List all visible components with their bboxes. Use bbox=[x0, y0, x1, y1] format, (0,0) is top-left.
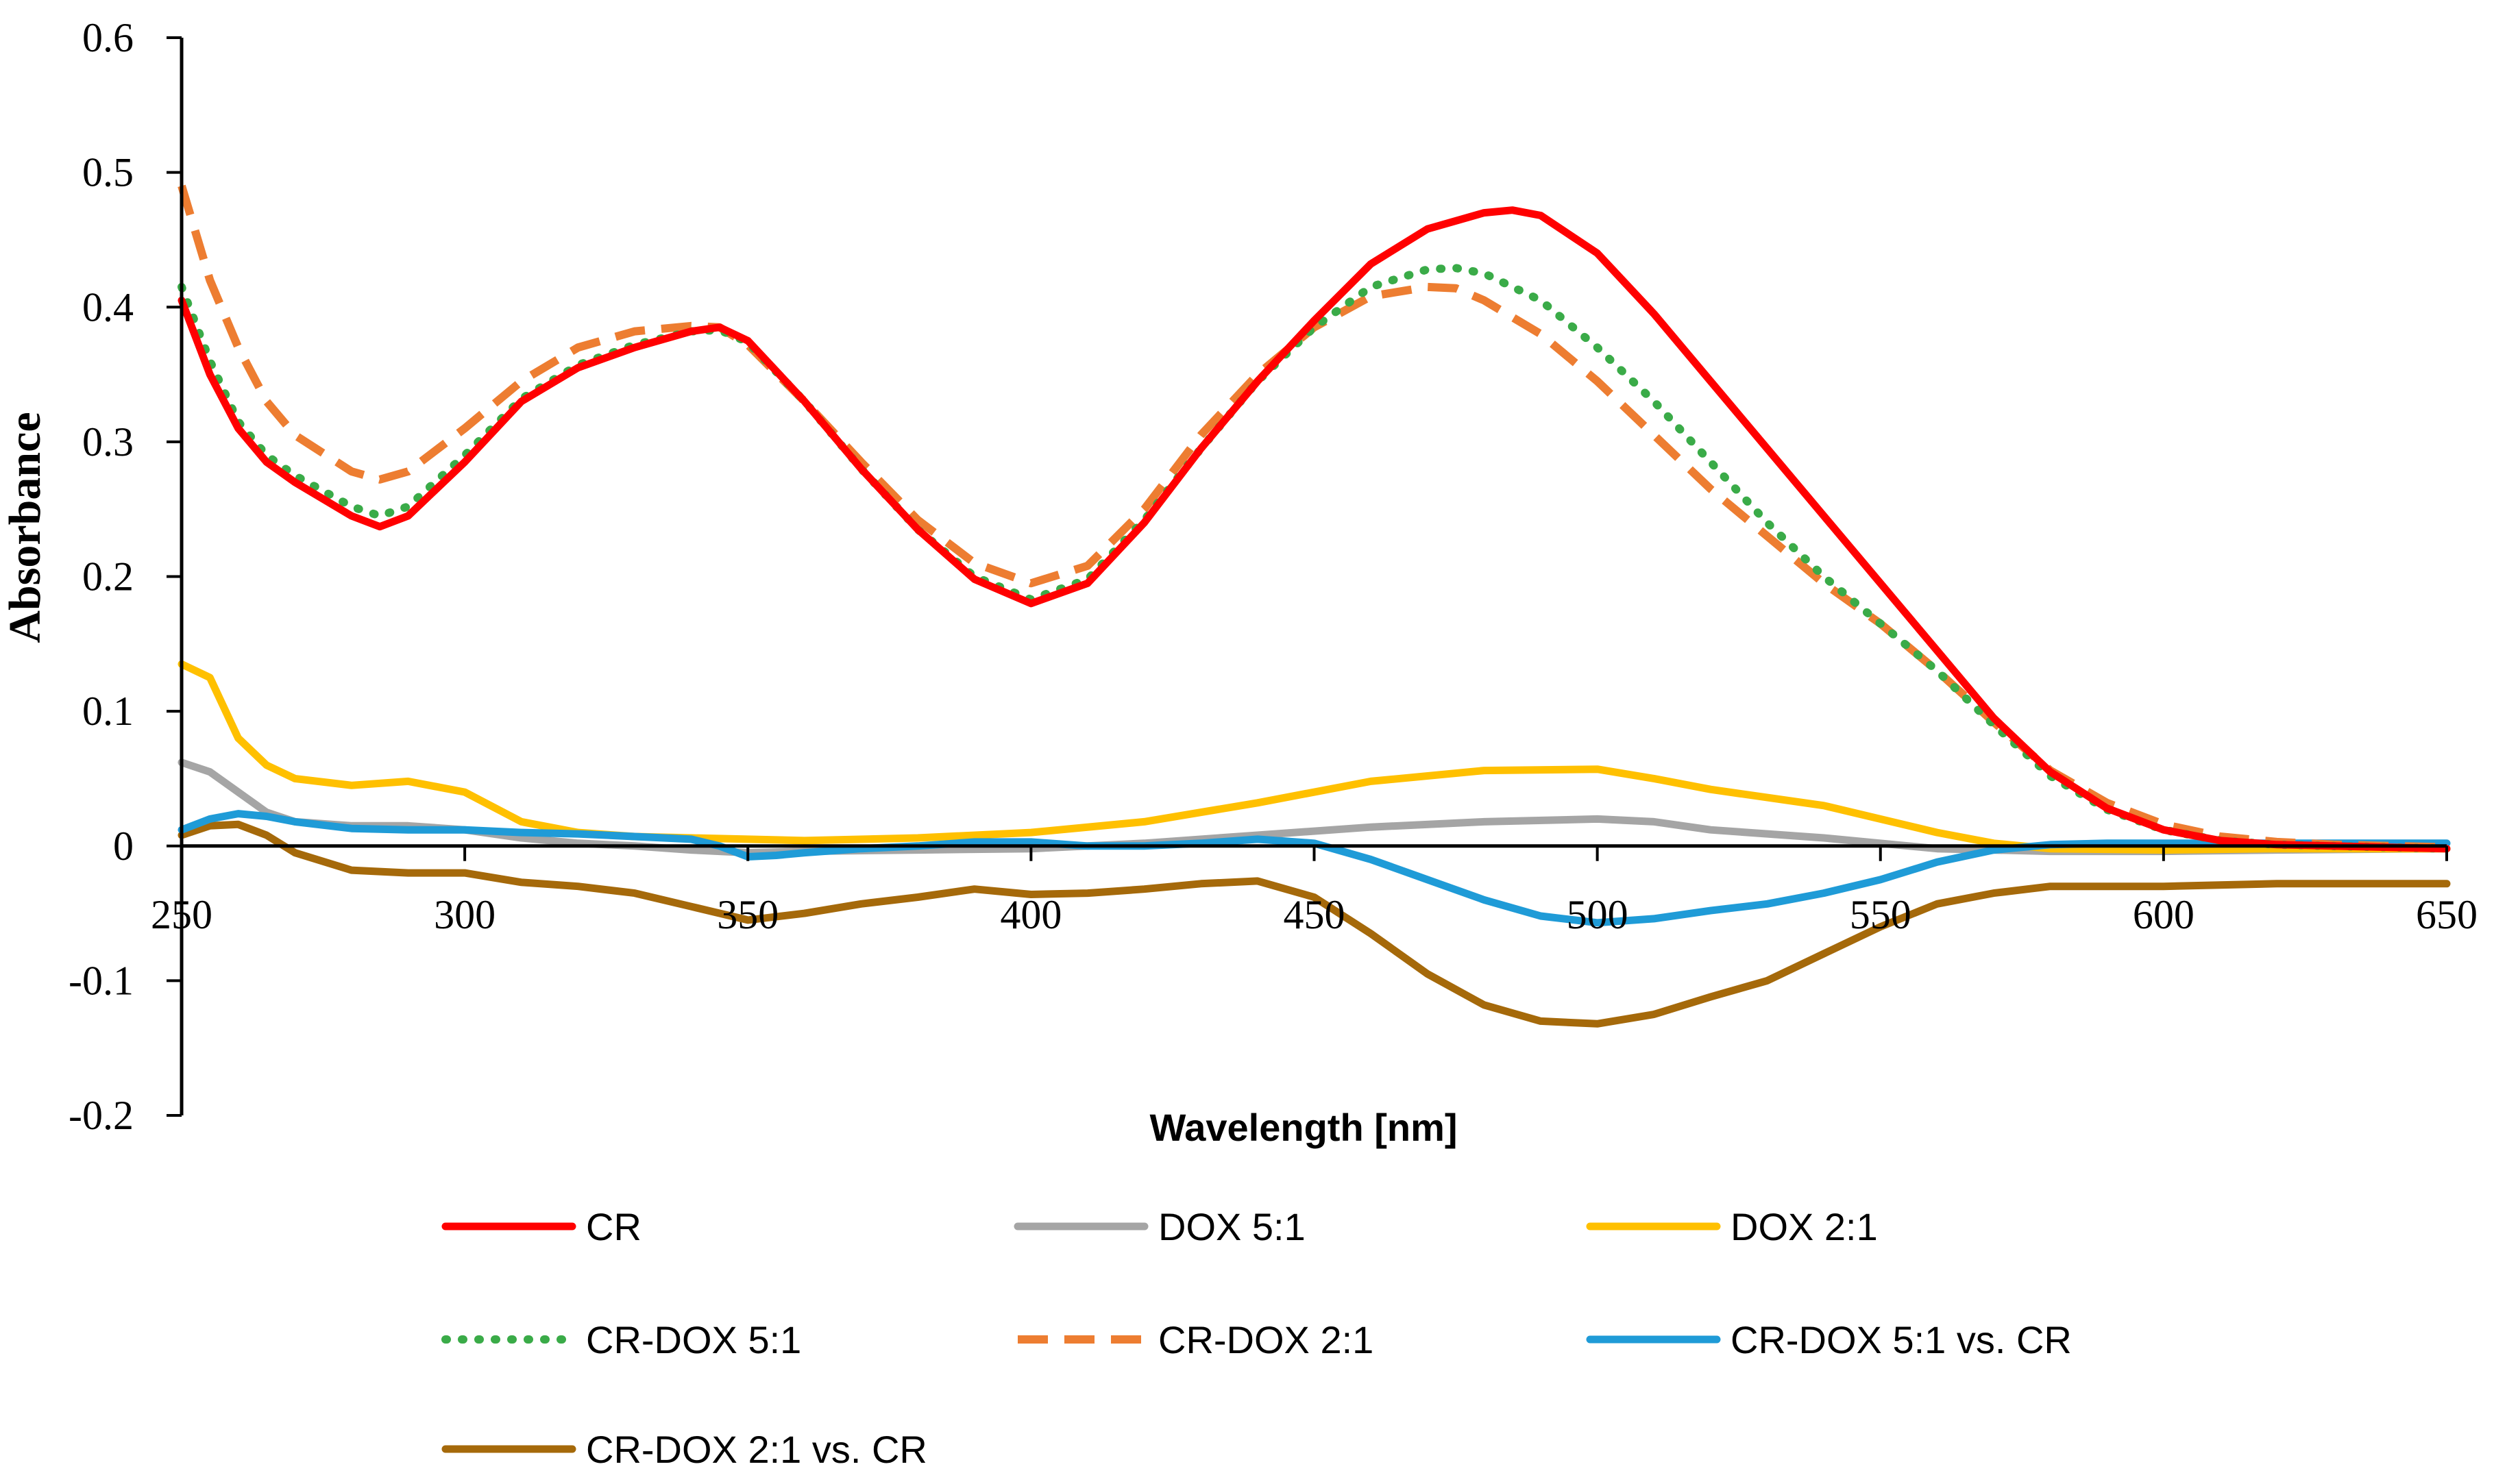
x-tick-label: 500 bbox=[1567, 892, 1628, 937]
x-tick-label: 300 bbox=[434, 892, 496, 937]
legend-item-cr[interactable]: CR bbox=[441, 1205, 641, 1248]
y-tick-label: 0.1 bbox=[82, 689, 134, 734]
legend-label: CR-DOX 5:1 bbox=[586, 1318, 801, 1361]
y-tick-label: 0.5 bbox=[82, 150, 134, 195]
legend-label: CR-DOX 5:1 vs. CR bbox=[1731, 1318, 2072, 1361]
y-axis-label: Absorbance bbox=[0, 412, 50, 643]
legend-item-cr-dox-2-1-vs-cr[interactable]: CR-DOX 2:1 vs. CR bbox=[441, 1428, 927, 1471]
y-axis-ticks: 0.6 0.5 0.4 0.3 0.2 0.1 0 -0.1 -0.2 bbox=[69, 15, 182, 1138]
x-axis-label: Wavelength [nm] bbox=[1149, 1106, 1457, 1149]
x-tick-label: 600 bbox=[2133, 892, 2195, 937]
legend: CR DOX 5:1 DOX 2:1 CR-DOX 5:1 CR-DOX 2:1 CR-D… bbox=[441, 1205, 2072, 1471]
series-line-cr bbox=[178, 206, 2451, 853]
legend-label: DOX 2:1 bbox=[1731, 1205, 1878, 1248]
x-tick-label: 350 bbox=[717, 892, 779, 937]
series-line-cr-dox-5-1 bbox=[178, 264, 2451, 853]
y-tick-label: 0.4 bbox=[82, 284, 134, 330]
x-tick-label: 450 bbox=[1284, 892, 1345, 937]
y-tick-label: 0 bbox=[113, 824, 134, 869]
y-tick-label: 0.3 bbox=[82, 419, 134, 465]
x-tick-label: 650 bbox=[2416, 892, 2478, 937]
y-tick-label: -0.2 bbox=[69, 1093, 134, 1138]
legend-item-cr-dox-5-1[interactable]: CR-DOX 5:1 bbox=[441, 1318, 801, 1361]
x-tick-label: 250 bbox=[151, 892, 212, 937]
x-axis-ticks: 250 300 350 400 450 500 550 600 650 bbox=[151, 845, 2478, 937]
legend-item-dox-2-1[interactable]: DOX 2:1 bbox=[1586, 1205, 1878, 1248]
series-line-cr-dox-2-1 bbox=[178, 184, 2447, 852]
legend-label: CR-DOX 2:1 vs. CR bbox=[586, 1428, 927, 1471]
legend-item-cr-dox-5-1-vs-cr[interactable]: CR-DOX 5:1 vs. CR bbox=[1586, 1318, 2072, 1361]
y-tick-label: -0.1 bbox=[69, 958, 134, 1003]
legend-label: CR bbox=[586, 1205, 641, 1248]
x-tick-label: 400 bbox=[1000, 892, 1062, 937]
series-line-dox-2-1 bbox=[178, 660, 2451, 854]
series-line-cr-dox-2-1-vs-cr bbox=[178, 820, 2451, 1028]
legend-label: DOX 5:1 bbox=[1158, 1205, 1306, 1248]
x-tick-label: 550 bbox=[1850, 892, 1911, 937]
y-tick-label: 0.6 bbox=[82, 15, 134, 60]
series-layer bbox=[178, 184, 2451, 1028]
legend-label: CR-DOX 2:1 bbox=[1158, 1318, 1373, 1361]
y-tick-label: 0.2 bbox=[82, 554, 134, 599]
legend-item-cr-dox-2-1[interactable]: CR-DOX 2:1 bbox=[1018, 1318, 1373, 1361]
legend-item-dox-5-1[interactable]: DOX 5:1 bbox=[1014, 1205, 1306, 1248]
